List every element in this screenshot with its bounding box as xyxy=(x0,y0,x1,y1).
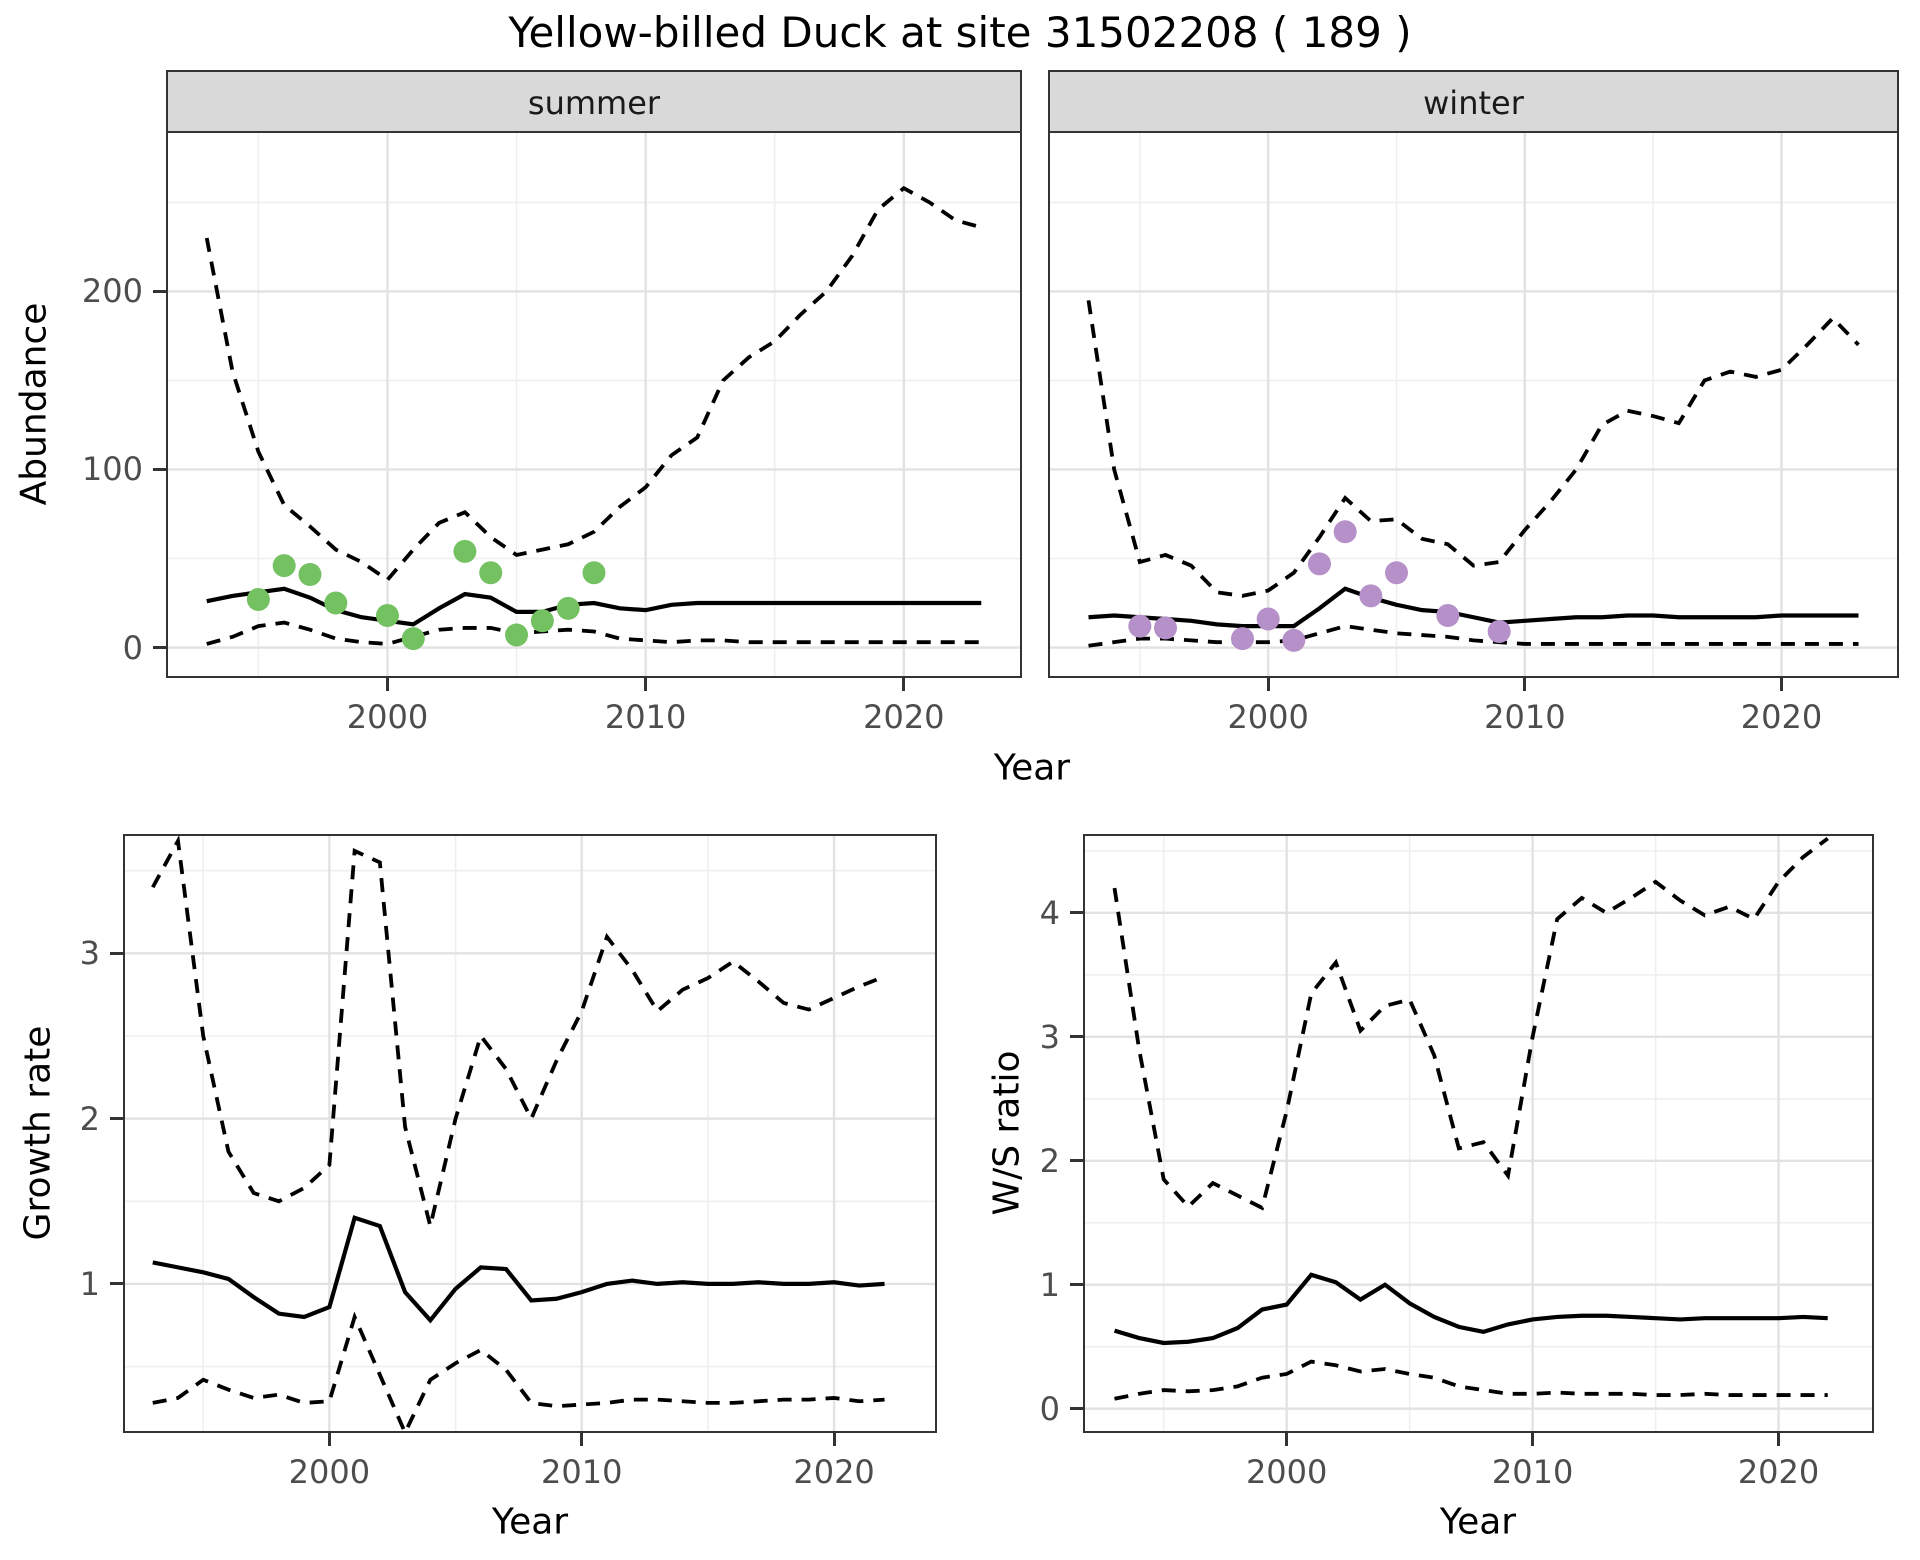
panel-ws-ratio xyxy=(1083,834,1874,1433)
ws-ratio-plot xyxy=(1085,836,1872,1431)
y-axis-tick xyxy=(110,951,123,955)
y-axis-tick-label: 1 xyxy=(1039,1265,1060,1304)
x-axis-tick-label: 2000 xyxy=(1227,698,1309,736)
series-lower-95-ci-line xyxy=(1088,624,1859,648)
x-axis-tick-label: 2020 xyxy=(793,1453,875,1491)
data-point-observed-counts-winter xyxy=(1154,616,1177,640)
data-point-observed-counts-summer xyxy=(453,539,477,563)
y-axis-tick-label: 2 xyxy=(79,1099,100,1138)
series-lower-95-ci-line xyxy=(1114,1359,1828,1401)
x-axis-tick-label: 2010 xyxy=(541,1453,623,1491)
y-axis-tick xyxy=(1070,1283,1083,1287)
x-axis-tick xyxy=(1531,1433,1535,1446)
data-point-observed-counts-winter xyxy=(1231,627,1254,651)
data-point-observed-counts-summer xyxy=(401,627,425,651)
x-axis-tick xyxy=(1266,678,1270,691)
series-median-line xyxy=(1088,586,1859,629)
y-axis-tick-label: 100 xyxy=(81,450,143,489)
data-point-observed-counts-summer xyxy=(530,609,554,633)
y-axis-tick xyxy=(110,1117,123,1121)
series-upper-95-ci-line xyxy=(1112,836,1829,1211)
x-axis-tick xyxy=(1780,678,1783,691)
abundance-winter-plot xyxy=(1050,133,1897,676)
x-axis-tick-label: 2020 xyxy=(1737,1453,1820,1491)
y-axis-tick xyxy=(1070,1159,1083,1163)
data-point-observed-counts-winter xyxy=(1128,614,1152,638)
y-axis-tick-label: 2 xyxy=(1039,1141,1060,1180)
x-axis-tick xyxy=(832,1433,836,1446)
x-axis-tick-label: 2010 xyxy=(1491,1453,1574,1491)
y-axis-tick-label: 0 xyxy=(1039,1389,1060,1428)
y-axis-tick xyxy=(1070,1407,1083,1411)
y-axis-tick xyxy=(153,646,166,649)
x-axis-tick xyxy=(327,1433,331,1446)
data-point-observed-counts-winter xyxy=(1282,628,1306,652)
y-axis-tick xyxy=(153,289,166,293)
data-point-observed-counts-winter xyxy=(1385,561,1408,585)
x-axis-tick-label: 2020 xyxy=(863,698,945,736)
series-upper-95-ci-line xyxy=(1086,300,1860,598)
ws-ratio-axis-title: W/S ratio xyxy=(986,1050,1028,1216)
series-median-line xyxy=(1113,1272,1828,1346)
y-axis-tick xyxy=(1070,1035,1083,1039)
y-axis-tick xyxy=(153,467,166,471)
x-axis-tick xyxy=(644,678,648,691)
facet-strip-summer-label: summer xyxy=(527,83,661,122)
x-axis-tick-label: 2020 xyxy=(1740,698,1823,736)
x-axis-tick xyxy=(385,678,389,691)
facet-strip-winter: winter xyxy=(1048,70,1899,135)
series-upper-95-ci-line xyxy=(151,836,886,1227)
x-axis-tick xyxy=(1523,678,1527,691)
data-point-observed-counts-summer xyxy=(375,603,399,627)
data-point-observed-counts-summer xyxy=(505,623,529,647)
top-year-axis-title: Year xyxy=(993,747,1071,789)
growth-rate-plot xyxy=(125,836,935,1431)
series-median-line xyxy=(152,1215,885,1324)
data-point-observed-counts-summer xyxy=(272,554,296,578)
y-axis-tick xyxy=(1070,911,1083,915)
y-axis-tick xyxy=(110,1282,123,1286)
series-upper-95-ci-line xyxy=(204,185,982,583)
data-point-observed-counts-winter xyxy=(1333,520,1357,544)
x-axis-tick-label: 2000 xyxy=(288,1453,371,1491)
y-axis-tick-label: 3 xyxy=(1039,1017,1060,1056)
panel-abundance-winter xyxy=(1048,131,1899,678)
facet-strip-winter-label: winter xyxy=(1423,83,1524,122)
data-point-observed-counts-winter xyxy=(1256,607,1280,631)
x-axis-tick xyxy=(1777,1433,1781,1446)
data-point-observed-counts-winter xyxy=(1487,619,1511,643)
data-point-observed-counts-winter xyxy=(1308,552,1331,576)
y-axis-tick-label: 0 xyxy=(122,628,143,667)
data-point-observed-counts-winter xyxy=(1359,584,1383,608)
data-point-observed-counts-winter xyxy=(1436,603,1460,627)
panel-abundance-summer xyxy=(166,131,1022,678)
ws-year-axis-title: Year xyxy=(1439,1501,1517,1543)
data-point-observed-counts-summer xyxy=(298,563,322,587)
growth-year-axis-title: Year xyxy=(491,1501,569,1543)
x-axis-tick-label: 2010 xyxy=(1484,698,1566,736)
series-median-line xyxy=(206,586,982,627)
data-point-observed-counts-summer xyxy=(479,561,503,585)
x-axis-tick-label: 2000 xyxy=(1245,1453,1328,1491)
data-point-observed-counts-summer xyxy=(324,591,348,615)
y-axis-tick-label: 1 xyxy=(79,1264,100,1303)
data-point-observed-counts-summer xyxy=(582,561,606,585)
x-axis-tick xyxy=(580,1433,584,1446)
panel-growth-rate xyxy=(123,834,937,1433)
y-axis-tick-label: 200 xyxy=(81,272,143,311)
x-axis-tick xyxy=(1285,1433,1289,1446)
x-axis-tick-label: 2000 xyxy=(346,698,429,736)
abundance-summer-plot xyxy=(168,133,1020,676)
page-title: Yellow-billed Duck at site 31502208 ( 18… xyxy=(508,8,1412,57)
series-lower-95-ci-line xyxy=(152,1311,885,1431)
x-axis-tick xyxy=(902,678,906,691)
y-axis-tick-label: 4 xyxy=(1039,893,1060,932)
series-lower-95-ci-line xyxy=(206,620,982,646)
data-point-observed-counts-summer xyxy=(246,587,270,611)
data-point-observed-counts-summer xyxy=(556,596,580,620)
facet-strip-summer: summer xyxy=(166,70,1022,135)
y-axis-tick-label: 3 xyxy=(79,934,100,973)
x-axis-tick-label: 2010 xyxy=(604,698,687,736)
